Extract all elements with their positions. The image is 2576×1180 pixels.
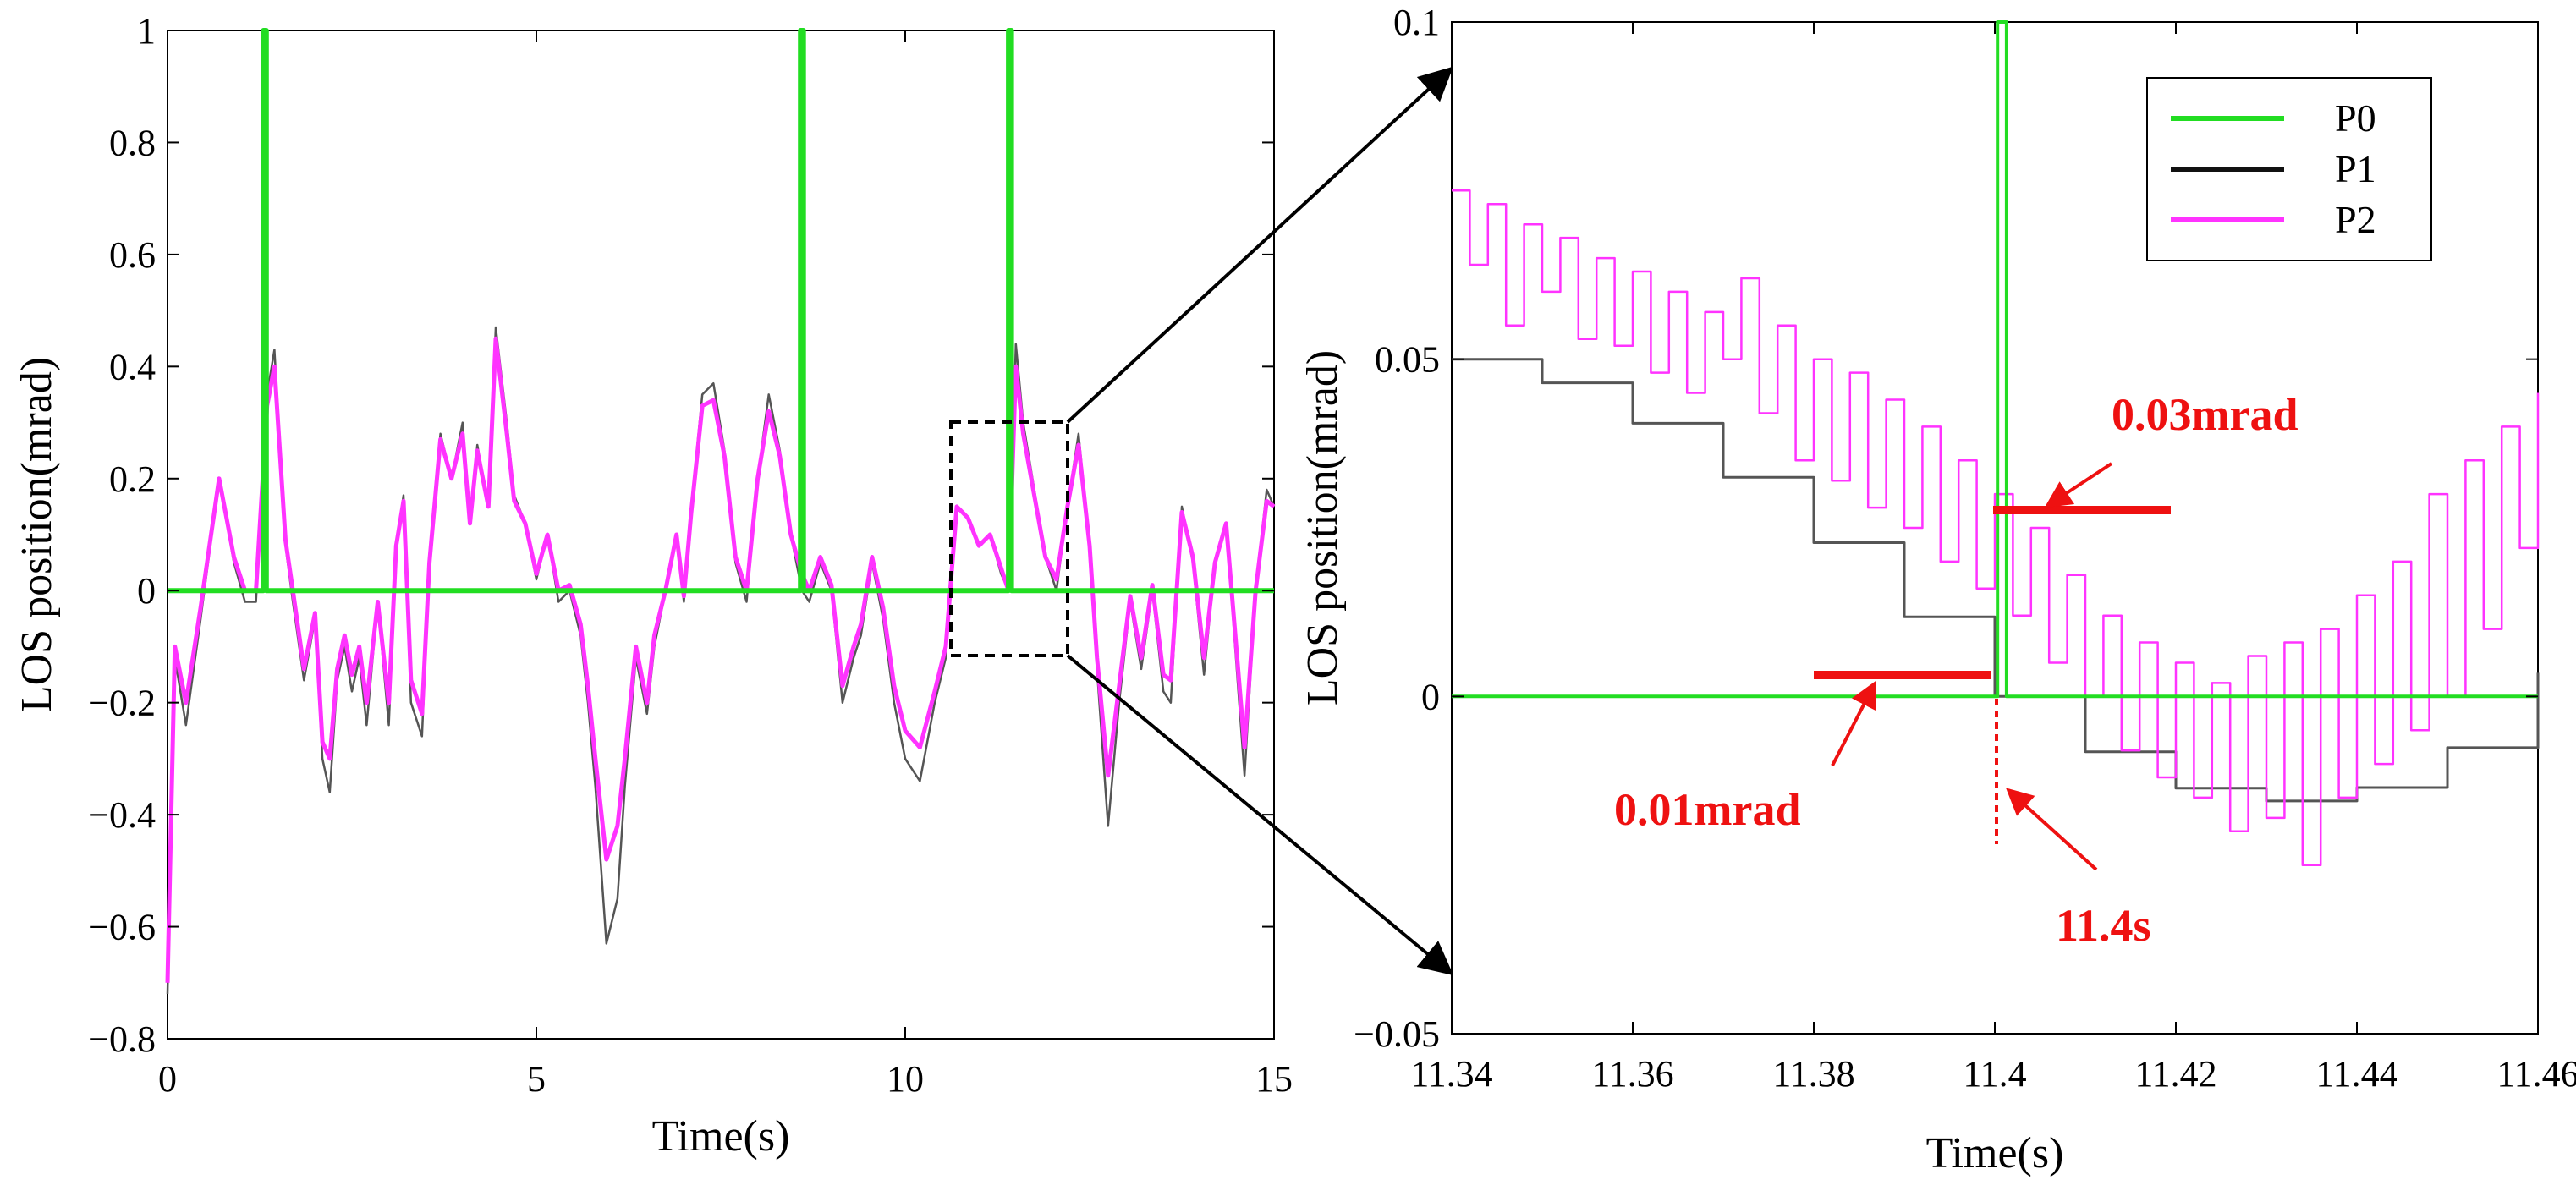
annotations: 0.03mrad 0.01mrad 11.4s xyxy=(1614,389,2298,951)
x-tick-label: 15 xyxy=(1255,1058,1293,1100)
left-y-axis-label: LOS position(mrad) xyxy=(13,357,61,712)
y-tick-label: −0.4 xyxy=(88,794,156,836)
annotation-arrow-11.4s xyxy=(2006,788,2098,871)
y-tick-label: 0 xyxy=(137,570,156,612)
y-tick-label: 0.05 xyxy=(1375,339,1440,381)
annotation-arrow-0.03 xyxy=(2044,462,2113,508)
series-p2-line xyxy=(165,336,1276,983)
y-tick-label: 0.6 xyxy=(109,234,156,276)
right-series-group xyxy=(1452,20,2540,866)
zoom-connector-bottom xyxy=(1066,654,1454,976)
left-x-axis-label: Time(s) xyxy=(652,1112,790,1161)
x-tick-label: 11.38 xyxy=(1772,1053,1854,1095)
x-tick-label: 0 xyxy=(158,1058,177,1100)
x-tick-label: 11.34 xyxy=(1410,1053,1492,1095)
right-y-axis-label: LOS position(mrad) xyxy=(1299,350,1347,705)
zoom-region-box xyxy=(949,420,1069,657)
y-tick-label: 0.4 xyxy=(109,346,156,387)
left-plot-frame xyxy=(167,30,1275,1040)
series-p2-line xyxy=(1452,189,2540,866)
series-p0-line xyxy=(168,28,1274,594)
legend-label-p2: P2 xyxy=(2335,198,2376,241)
right-x-axis-label: Time(s) xyxy=(1926,1129,2064,1177)
y-tick-label: −0.8 xyxy=(88,1018,156,1060)
annotation-label-11.4s: 11.4s xyxy=(2056,900,2151,951)
x-tick-label: 10 xyxy=(887,1058,924,1100)
left-series-group xyxy=(165,28,1276,995)
x-tick-label: 11.4 xyxy=(1963,1053,2026,1095)
left-axis-ticks: 0 5 10 15 −0.8 −0.6 −0.4 −0.2 0 0.2 0.4 0.6 0.8 1 xyxy=(88,10,1293,1100)
x-tick-label: 5 xyxy=(527,1058,546,1100)
y-tick-label: 0.2 xyxy=(109,458,156,500)
y-tick-label: −0.2 xyxy=(88,683,156,724)
y-tick-label: 0 xyxy=(1421,676,1440,717)
x-tick-label: 11.36 xyxy=(1591,1053,1673,1095)
x-tick-label: 11.42 xyxy=(2134,1053,2216,1095)
y-tick-label: 0.1 xyxy=(1393,2,1440,43)
zoom-connector-top xyxy=(1066,66,1453,424)
y-tick-label: −0.05 xyxy=(1354,1013,1440,1055)
right-axis-ticks: 11.34 11.36 11.38 11.4 11.42 11.44 11.46 −0.05 0… xyxy=(1354,2,2576,1095)
left-panel: 0 5 10 15 −0.8 −0.6 −0.4 −0.2 0 0.2 0.4 0.6 0.8 1 Tim… xyxy=(13,10,1293,1161)
y-tick-label: 1 xyxy=(137,10,156,52)
annotation-arrow-0.01 xyxy=(1831,680,1876,766)
legend-label-p1: P1 xyxy=(2335,147,2376,190)
legend: P0 P1 P2 xyxy=(2146,77,2432,261)
annotation-label-0.03mrad: 0.03mrad xyxy=(2112,389,2298,440)
x-tick-label: 11.46 xyxy=(2496,1053,2576,1095)
series-p0-line xyxy=(1452,20,2538,699)
right-panel: 11.34 11.36 11.38 11.4 11.42 11.44 11.46 −0.05 0… xyxy=(1299,2,2576,1177)
x-tick-label: 11.44 xyxy=(2315,1053,2397,1095)
y-tick-label: 0.8 xyxy=(109,122,156,163)
annotation-label-0.01mrad: 0.01mrad xyxy=(1614,784,1800,835)
y-tick-label: −0.6 xyxy=(88,907,156,948)
legend-label-p0: P0 xyxy=(2335,96,2376,140)
